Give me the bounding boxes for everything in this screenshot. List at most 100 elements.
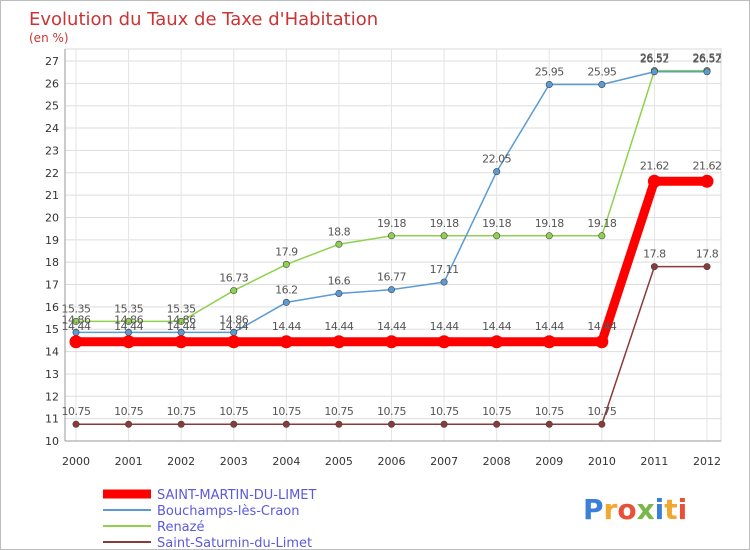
data-label: 14.44	[324, 320, 353, 333]
y-tick-label: 21	[45, 189, 59, 202]
series-layer: 10.75 10.75 10.75 10.75 10.75 10.75 10.75 10.75…	[62, 52, 722, 428]
legend-label: Bouchamps-lès-Craon	[157, 504, 300, 519]
data-label: 15.35	[167, 302, 196, 315]
data-label: 14.44	[535, 320, 564, 333]
series-point-1	[703, 68, 711, 76]
series-point-3	[72, 420, 80, 428]
data-label: 17.8	[696, 248, 719, 261]
y-tick-label: 17	[45, 279, 59, 292]
legend-label: Renazé	[157, 520, 204, 535]
y-tick-label: 16	[45, 301, 59, 314]
data-label: 19.18	[377, 217, 406, 230]
series-point-3	[282, 420, 290, 428]
data-label: 16.77	[377, 271, 406, 284]
y-tick-label: 20	[45, 211, 59, 224]
y-tick-label: 10	[45, 435, 59, 448]
data-label: 19.18	[430, 217, 459, 230]
x-tick-label: 2000	[62, 455, 90, 468]
data-label: 21.62	[640, 159, 669, 172]
series-point-1	[282, 298, 290, 306]
series-point-3	[598, 420, 606, 428]
y-tick-label: 27	[45, 55, 59, 68]
series-point-3	[335, 420, 343, 428]
series-point-2	[125, 317, 133, 325]
data-label: 14.44	[430, 320, 459, 333]
data-label: 22.05	[482, 153, 511, 166]
data-label: 15.35	[62, 302, 91, 315]
proxiti-logo: Proxiti	[583, 493, 687, 526]
data-label: 26.57	[693, 52, 722, 65]
x-tick-label: 2008	[483, 455, 511, 468]
data-label: 21.62	[693, 159, 722, 172]
data-label: 19.18	[535, 217, 564, 230]
x-tick-label: 2003	[220, 455, 248, 468]
y-tick-label: 12	[45, 390, 59, 403]
series-point-0	[542, 335, 556, 349]
series-point-2	[545, 232, 553, 240]
y-tick-label: 19	[45, 234, 59, 247]
series-point-0	[227, 335, 241, 349]
y-tick-label: 15	[45, 323, 59, 336]
data-label: 17.8	[643, 248, 666, 261]
data-label: 14.86	[219, 313, 248, 326]
series-point-1	[335, 289, 343, 297]
series-point-0	[437, 335, 451, 349]
data-label: 14.86	[114, 313, 143, 326]
data-label: 10.75	[62, 405, 91, 418]
series-point-0	[385, 335, 398, 349]
data-label: 16.73	[219, 272, 248, 285]
series-point-3	[493, 420, 501, 428]
data-label: 10.75	[587, 405, 616, 418]
x-tick-label: 2005	[325, 455, 353, 468]
x-tick-label: 2002	[167, 455, 195, 468]
x-tick-label: 2012	[693, 455, 721, 468]
x-tick-label: 2006	[378, 455, 406, 468]
series-point-2	[177, 317, 185, 325]
series-point-0	[595, 335, 609, 349]
data-label: 14.44	[272, 320, 301, 333]
y-tick-label: 26	[45, 77, 59, 90]
data-label: 10.75	[219, 405, 248, 418]
x-tick-label: 2009	[535, 455, 563, 468]
series-point-0	[490, 335, 504, 349]
series-point-3	[440, 420, 448, 428]
data-label: 26.52	[640, 53, 669, 66]
series-point-0	[122, 335, 136, 349]
chart-subtitle: (en %)	[29, 31, 69, 45]
data-label: 18.8	[328, 225, 351, 238]
data-label: 10.75	[324, 405, 353, 418]
series-point-2	[598, 232, 606, 240]
series-point-1	[650, 68, 658, 76]
data-label: 10.75	[535, 405, 564, 418]
plot-area	[64, 48, 722, 442]
y-tick-label: 25	[45, 100, 59, 113]
y-tick-label: 24	[45, 122, 59, 135]
data-label: 14.86	[167, 313, 196, 326]
series-point-1	[493, 168, 501, 176]
data-label: 26.57	[640, 52, 669, 65]
data-label: 14.44	[587, 320, 616, 333]
grid-layer	[64, 48, 722, 442]
data-label: 25.95	[587, 65, 616, 78]
data-label: 10.75	[272, 405, 301, 418]
x-tick-label: 2007	[430, 455, 458, 468]
legend-label: SAINT-MARTIN-DU-LIMET	[157, 488, 316, 503]
series-point-2	[282, 260, 290, 268]
series-point-0	[279, 335, 293, 349]
data-label: 19.18	[587, 217, 616, 230]
series-point-3	[125, 420, 133, 428]
series-point-3	[703, 263, 711, 271]
data-label: 10.75	[114, 405, 143, 418]
y-tick-label: 18	[45, 256, 59, 269]
y-tick-label: 14	[45, 346, 59, 359]
data-label: 14.44	[377, 320, 406, 333]
data-label: 14.86	[62, 313, 91, 326]
data-label: 10.75	[482, 405, 511, 418]
series-point-1	[598, 80, 606, 88]
series-point-2	[230, 287, 238, 295]
series-point-3	[545, 420, 553, 428]
data-label: 14.44	[482, 320, 511, 333]
series-point-3	[650, 263, 658, 271]
